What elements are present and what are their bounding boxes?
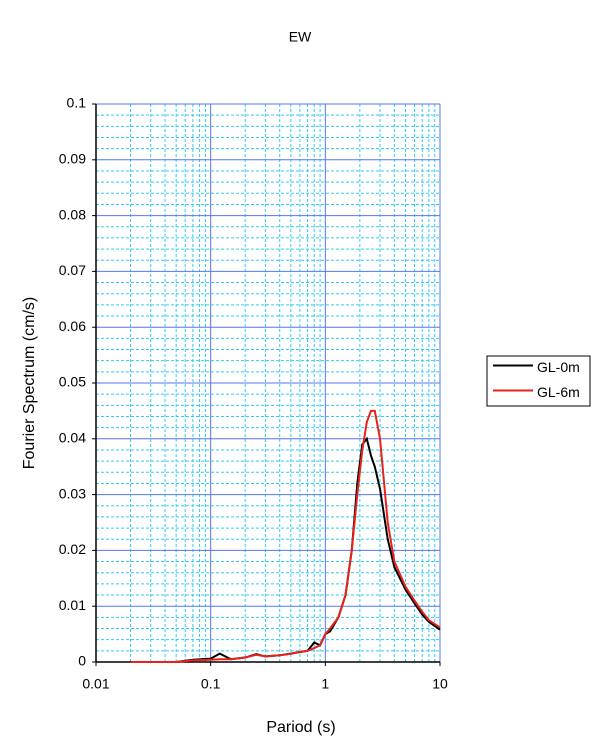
chart-title: EW (289, 29, 312, 45)
x-tick-label: 1 (321, 676, 329, 692)
x-tick-label: 10 (432, 676, 448, 692)
x-tick-label: 0.01 (82, 676, 109, 692)
legend-label: GL-6m (537, 384, 580, 400)
x-axis-label: Pariod (s) (266, 719, 335, 736)
y-tick-label: 0.1 (67, 95, 87, 111)
y-tick-label: 0.09 (59, 151, 86, 167)
y-tick-label: 0.02 (59, 541, 86, 557)
legend-box (486, 355, 591, 407)
y-tick-label: 0.03 (59, 485, 86, 501)
x-tick-label: 0.1 (201, 676, 221, 692)
y-tick-label: 0.08 (59, 206, 86, 222)
y-tick-label: 0 (78, 653, 86, 669)
y-axis-label: Fourier Spectrum (cm/s) (21, 297, 38, 469)
y-tick-label: 0.04 (59, 430, 86, 446)
y-tick-label: 0.01 (59, 597, 86, 613)
y-tick-label: 0.05 (59, 374, 86, 390)
y-tick-label: 0.07 (59, 262, 86, 278)
legend-label: GL-0m (537, 359, 580, 375)
y-tick-label: 0.06 (59, 318, 86, 334)
data-line (130, 409, 441, 663)
